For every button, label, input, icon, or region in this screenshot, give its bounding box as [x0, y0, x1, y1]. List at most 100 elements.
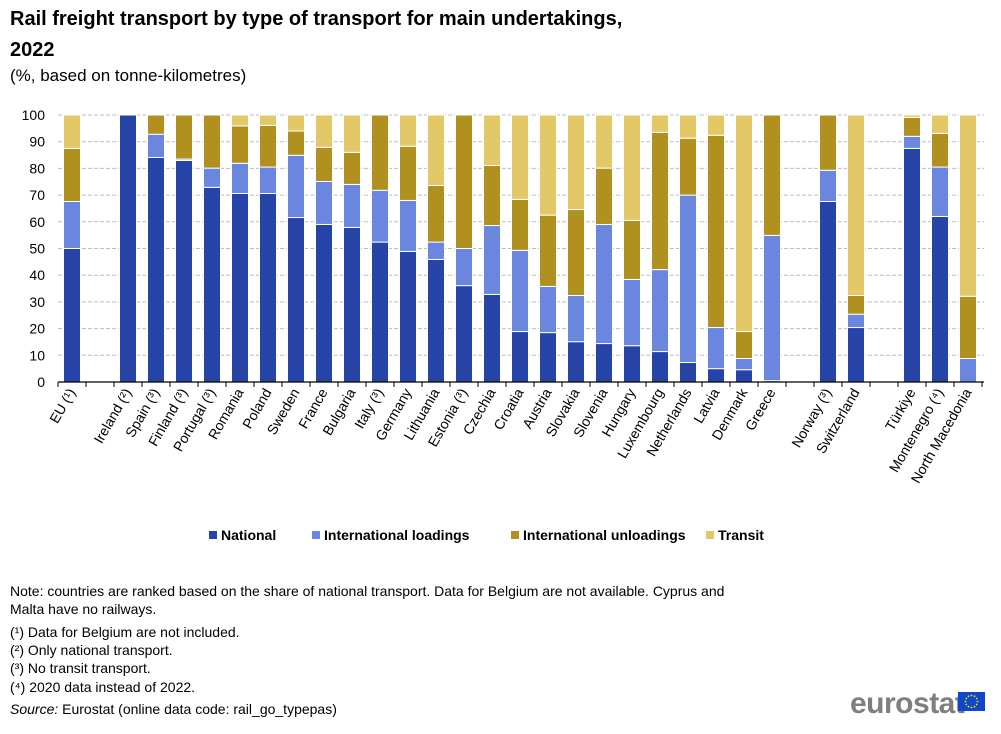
bar-national: [539, 332, 557, 383]
bar-international-loadings: [343, 183, 361, 228]
bar-national: [343, 226, 361, 383]
bar-national: [595, 343, 613, 383]
bar-international-unloadings: [203, 114, 221, 169]
legend-label: Transit: [718, 527, 764, 543]
bar-international-unloadings: [735, 331, 753, 360]
footnote-2: (²) Only national transport.: [10, 642, 173, 658]
y-tick-label: 20: [29, 321, 45, 337]
bar-international-unloadings: [847, 294, 865, 315]
note-line-1: Note: countries are ranked based on the …: [10, 583, 724, 599]
bar-national: [231, 192, 249, 383]
bar-transit: [315, 114, 333, 148]
bar-national: [259, 192, 277, 383]
y-tick-label: 50: [29, 241, 45, 257]
bar-national: [399, 250, 417, 383]
eu-flag-icon: [958, 692, 985, 711]
bar-transit: [735, 114, 753, 333]
bar-international-unloadings: [63, 147, 81, 203]
logo-text: eurostat: [850, 687, 965, 720]
bar-transit: [483, 114, 501, 166]
bar-international-loadings: [315, 180, 333, 225]
bar-transit: [595, 114, 613, 169]
bar-transit: [427, 114, 445, 186]
footnote-3: (³) No transit transport.: [10, 660, 151, 676]
bar-international-loadings: [483, 225, 501, 295]
bar-international-unloadings: [147, 114, 165, 135]
legend-label: International unloadings: [523, 527, 686, 543]
bar-international-unloadings: [539, 214, 557, 287]
bar-international-unloadings: [567, 209, 585, 296]
bar-international-unloadings: [455, 114, 473, 249]
y-tick-label: 90: [29, 134, 45, 150]
bar-international-loadings: [623, 278, 641, 347]
bar-international-unloadings: [427, 184, 445, 243]
legend-label: National: [221, 527, 276, 543]
bar-national: [931, 215, 949, 383]
bar-transit: [679, 114, 697, 139]
bar-international-unloadings: [623, 219, 641, 280]
chart-title-line-2: 2022: [10, 39, 55, 61]
bar-national: [483, 293, 501, 383]
notes: Note: countries are ranked based on the …: [10, 583, 724, 717]
bar-international-loadings: [651, 269, 669, 353]
bar-transit: [343, 114, 361, 153]
bar-international-loadings: [959, 358, 977, 383]
bar-transit: [623, 114, 641, 221]
bar-national: [819, 201, 837, 383]
bar-international-loadings: [399, 199, 417, 252]
bar-international-unloadings: [259, 124, 277, 168]
legend-swatch: [209, 531, 217, 539]
bar-national: [679, 362, 697, 383]
bar-international-loadings: [259, 166, 277, 194]
bar-international-loadings: [287, 154, 305, 219]
bar-national: [511, 331, 529, 383]
bar-international-loadings: [903, 135, 921, 149]
bar-international-unloadings: [371, 114, 389, 191]
bar-international-loadings: [371, 189, 389, 243]
legend-label: International loadings: [324, 527, 470, 543]
source-text: Eurostat (online data code: rail_go_type…: [58, 701, 337, 717]
bar-national: [623, 345, 641, 383]
bar-transit: [287, 114, 305, 132]
y-tick-label: 60: [29, 214, 45, 230]
chart-subtitle: (%, based on tonne-kilometres): [10, 66, 246, 85]
bar-transit: [399, 114, 417, 147]
y-tick-label: 40: [29, 267, 45, 283]
bar-transit: [903, 114, 921, 118]
bar-transit: [539, 114, 557, 216]
legend-swatch: [312, 531, 320, 539]
bar-international-loadings: [595, 223, 613, 345]
bar-international-loadings: [511, 249, 529, 333]
bar-international-unloadings: [511, 198, 529, 251]
bar-international-loadings: [679, 194, 697, 364]
y-tick-label: 70: [29, 187, 45, 203]
bar-international-loadings: [455, 248, 473, 287]
bar-national: [147, 156, 165, 383]
bar-international-unloadings: [287, 130, 305, 156]
bar-national: [567, 341, 585, 383]
bar-international-loadings: [63, 201, 81, 249]
bar-international-unloadings: [399, 145, 417, 201]
x-tick-label: Ireland (²): [90, 386, 134, 447]
x-tick-label: EU (¹): [46, 386, 79, 426]
bar-international-unloadings: [175, 114, 193, 160]
y-tick-label: 80: [29, 160, 45, 176]
bar-international-unloadings: [651, 131, 669, 271]
y-tick-label: 100: [22, 107, 46, 123]
bar-national: [651, 351, 669, 383]
bar-transit: [847, 114, 865, 296]
bar-transit: [63, 114, 81, 149]
bar-transit: [959, 114, 977, 297]
footnote-4: (⁴) 2020 data instead of 2022.: [10, 679, 195, 695]
bar-national: [735, 369, 753, 383]
bar-international-unloadings: [315, 146, 333, 182]
bar-national: [707, 368, 725, 383]
bar-transit: [931, 114, 949, 134]
y-tick-label: 10: [29, 347, 45, 363]
source-label: Source:: [10, 701, 58, 717]
footnote-1: (¹) Data for Belgium are not included.: [10, 624, 240, 640]
y-axis-ticks: 0 10 20 30 40 50 60 70 80 90 100: [22, 107, 46, 390]
bar-international-unloadings: [679, 137, 697, 196]
source: Source: Eurostat (online data code: rail…: [10, 701, 337, 717]
chart-title-line-1: Rail freight transport by type of transp…: [10, 8, 622, 30]
